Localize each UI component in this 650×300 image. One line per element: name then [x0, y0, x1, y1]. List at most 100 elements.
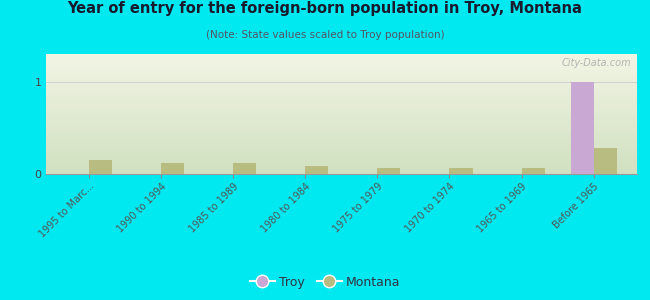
Bar — [46, 88, 637, 89]
Bar — [46, 124, 637, 125]
Bar — [46, 84, 637, 85]
Bar — [46, 76, 637, 77]
Bar — [46, 134, 637, 136]
Legend: Troy, Montana: Troy, Montana — [245, 271, 405, 294]
Bar — [46, 114, 637, 115]
Bar — [46, 158, 637, 160]
Bar — [46, 173, 637, 174]
Bar — [46, 78, 637, 79]
Bar — [46, 130, 637, 131]
Bar — [46, 106, 637, 107]
Bar — [46, 109, 637, 110]
Bar — [46, 95, 637, 96]
Bar — [46, 160, 637, 161]
Bar — [46, 136, 637, 137]
Bar — [46, 150, 637, 151]
Bar — [46, 54, 637, 55]
Bar — [46, 77, 637, 78]
Bar — [46, 120, 637, 121]
Bar — [449, 167, 473, 174]
Bar — [46, 98, 637, 100]
Bar — [46, 170, 637, 172]
Bar — [46, 55, 637, 56]
Bar — [46, 132, 637, 133]
Bar — [46, 82, 637, 83]
Bar — [593, 148, 617, 174]
Bar — [46, 96, 637, 97]
Bar — [46, 68, 637, 70]
Text: Year of entry for the foreign-born population in Troy, Montana: Year of entry for the foreign-born popul… — [68, 2, 582, 16]
Bar — [46, 144, 637, 145]
Bar — [46, 140, 637, 142]
Bar — [46, 157, 637, 158]
Bar — [46, 126, 637, 127]
Bar — [46, 74, 637, 76]
Bar — [46, 133, 637, 134]
Bar — [46, 151, 637, 152]
Bar — [521, 169, 545, 174]
Bar — [46, 59, 637, 60]
Bar — [46, 103, 637, 104]
Bar — [46, 145, 637, 146]
Bar — [377, 167, 400, 174]
Bar — [46, 58, 637, 59]
Bar — [46, 89, 637, 90]
Bar — [46, 72, 637, 73]
Text: (Note: State values scaled to Troy population): (Note: State values scaled to Troy popul… — [205, 30, 445, 40]
Bar — [46, 107, 637, 108]
Bar — [46, 115, 637, 116]
Bar — [46, 167, 637, 168]
Bar — [46, 161, 637, 162]
Bar — [46, 65, 637, 66]
Bar — [46, 102, 637, 103]
Bar — [46, 113, 637, 114]
Bar — [46, 80, 637, 82]
Bar — [46, 86, 637, 88]
Bar — [46, 128, 637, 130]
Bar — [46, 163, 637, 164]
Bar — [46, 116, 637, 118]
Bar — [46, 125, 637, 126]
Bar — [46, 137, 637, 138]
Bar — [46, 56, 637, 58]
Bar — [46, 169, 637, 170]
Bar — [46, 90, 637, 91]
Bar — [46, 71, 637, 72]
Bar — [46, 162, 637, 163]
Bar — [89, 160, 112, 174]
Bar — [46, 101, 637, 102]
Bar — [46, 100, 637, 101]
Bar — [46, 119, 637, 120]
Bar — [46, 143, 637, 144]
Bar — [46, 61, 637, 62]
Bar — [46, 112, 637, 113]
Bar — [46, 83, 637, 84]
Text: City-Data.com: City-Data.com — [562, 58, 631, 68]
Bar — [46, 122, 637, 124]
Bar — [46, 62, 637, 64]
Bar — [46, 92, 637, 94]
Bar — [46, 66, 637, 67]
Bar — [46, 121, 637, 122]
Bar — [46, 172, 637, 173]
Bar — [46, 118, 637, 119]
Bar — [46, 154, 637, 155]
Bar — [46, 155, 637, 156]
Bar — [46, 149, 637, 150]
Bar — [46, 73, 637, 74]
Bar — [46, 156, 637, 157]
Bar — [46, 60, 637, 61]
Bar — [233, 163, 256, 174]
Bar — [46, 138, 637, 139]
Bar — [571, 82, 593, 174]
Bar — [46, 139, 637, 140]
Bar — [46, 168, 637, 169]
Bar — [46, 85, 637, 86]
Bar — [46, 104, 637, 106]
Bar — [46, 94, 637, 95]
Bar — [46, 148, 637, 149]
Bar — [46, 166, 637, 167]
Bar — [46, 127, 637, 128]
Bar — [46, 67, 637, 68]
Bar — [46, 70, 637, 71]
